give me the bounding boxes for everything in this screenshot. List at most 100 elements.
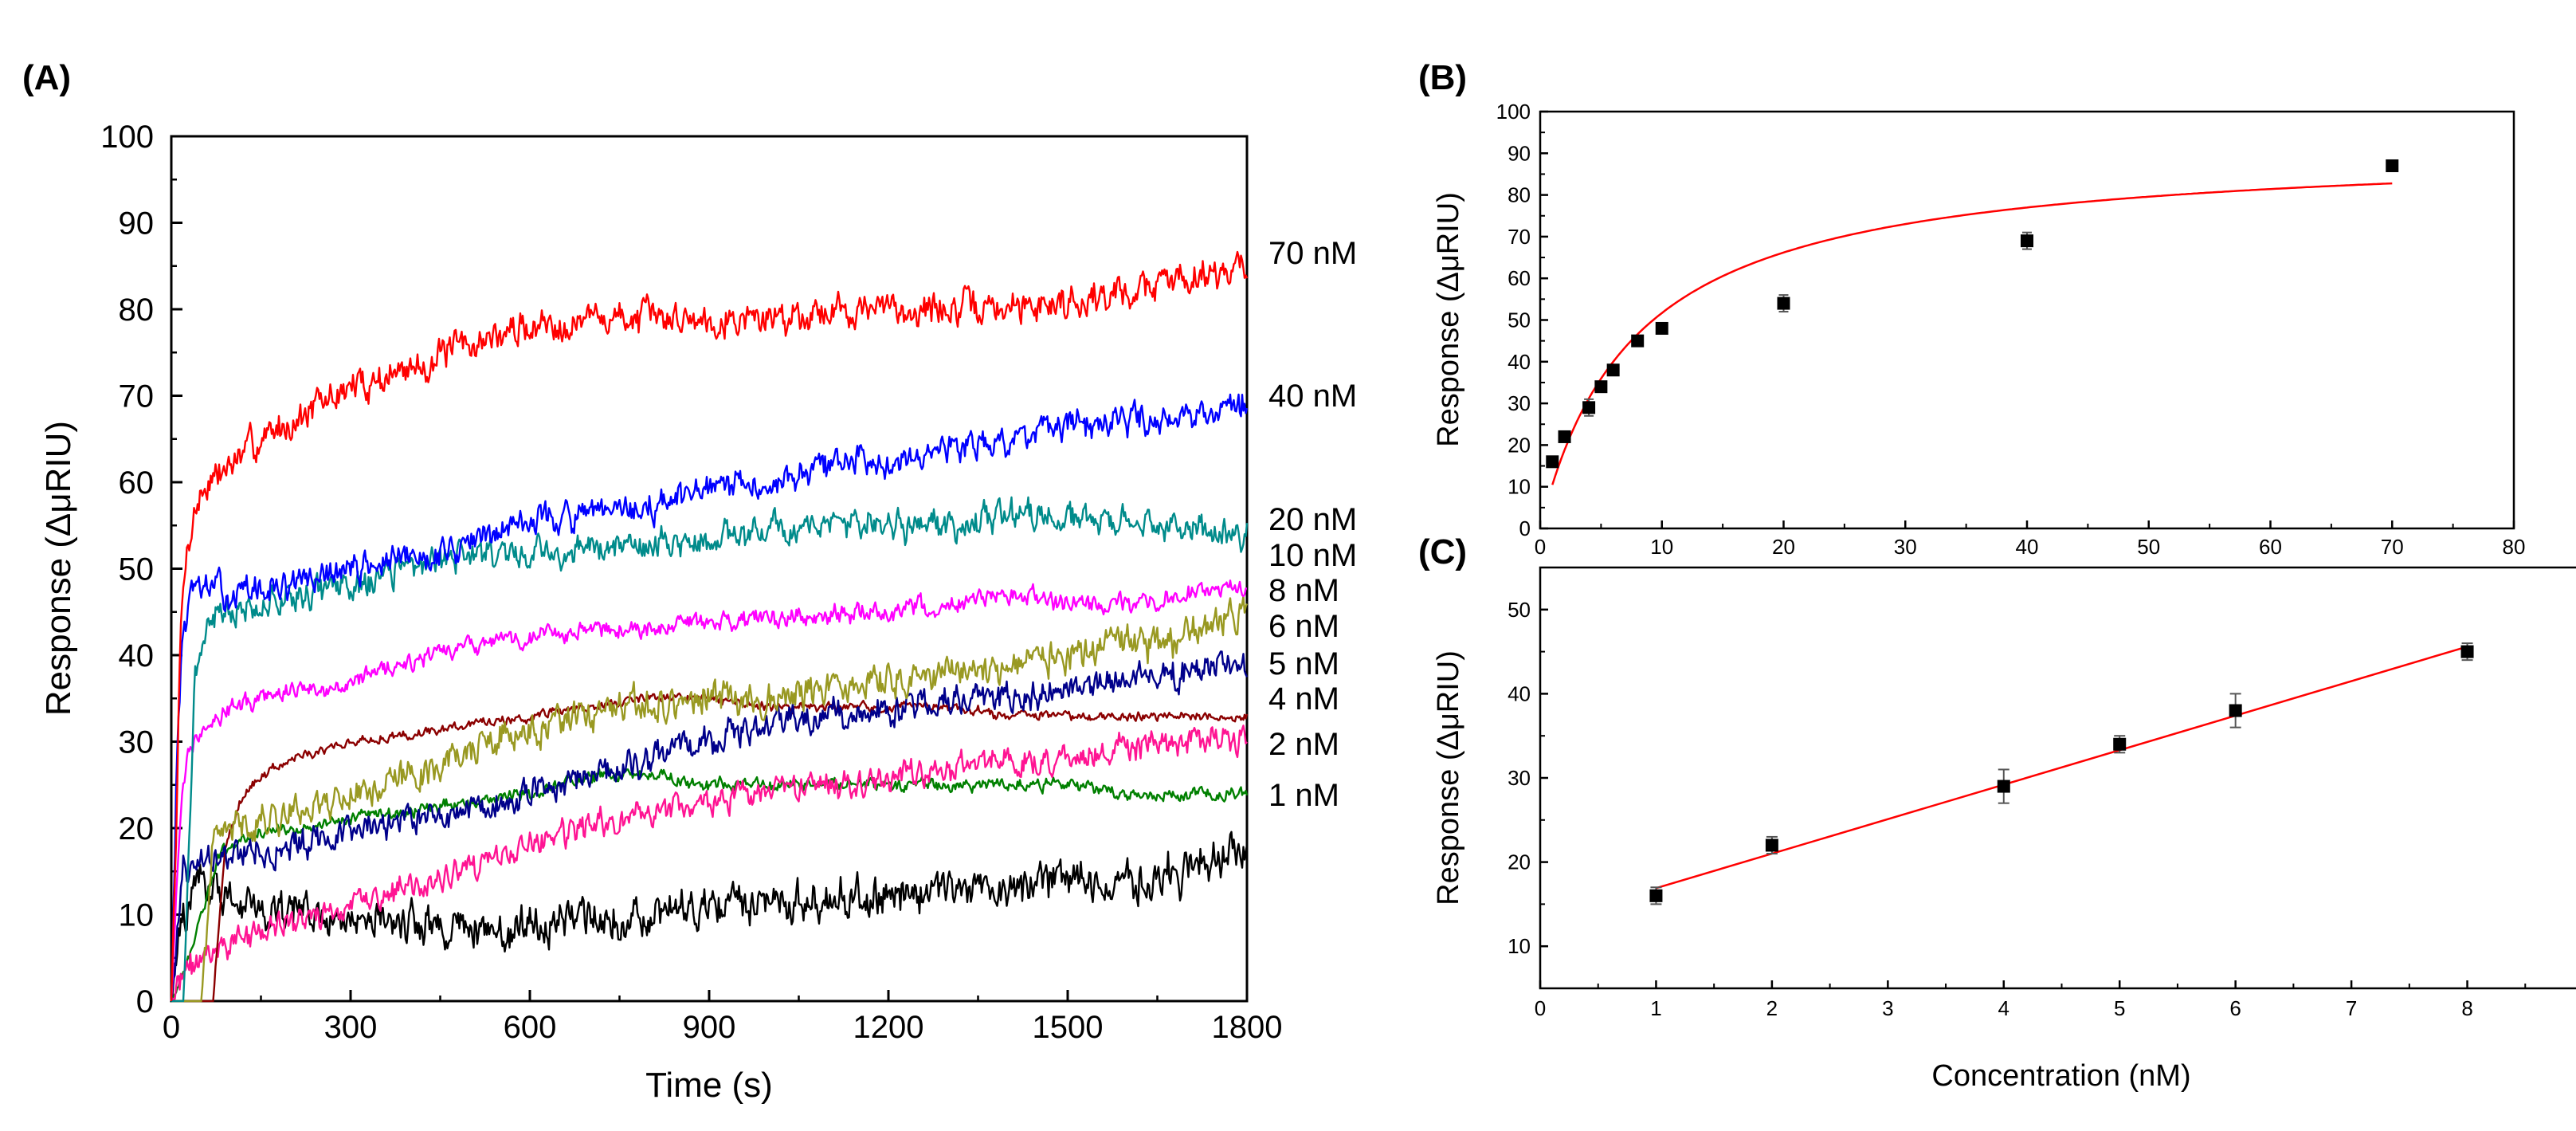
panel-a-series-10-nm (170, 579, 1248, 1002)
panel-b-y-tick-label: 40 (1508, 350, 1531, 374)
panel-a-series-label: 8 nM (1268, 573, 1339, 608)
panel-c-x-tick-label: 4 (1998, 996, 2009, 1020)
panel-c-data-point (2113, 737, 2127, 751)
panel-a-series-4-nm (170, 725, 1248, 1002)
panel-a-y-tick-label: 0 (136, 984, 154, 1019)
panel-c-x-tick-label: 0 (1535, 996, 1546, 1020)
panel-b-y-tick-label: 10 (1508, 475, 1531, 499)
panel-a-x-tick-label: 300 (324, 1010, 378, 1045)
panel-b-data-point (1606, 363, 1620, 377)
panel-c-x-tick-label: 3 (1882, 996, 1893, 1020)
panel-c-data-point (1765, 838, 1778, 852)
panel-label-c: (C) (1418, 532, 1467, 571)
panel-a-chart: 0 300 600 900 1200 1500 1800 0 10 20 30 40 50 60 70 80 9… (39, 120, 1357, 1105)
panel-b-y-tick-label: 20 (1508, 433, 1531, 457)
panel-c-chart: 01234567891020304050 Concentration (nM) … (1432, 566, 2576, 1093)
panel-b-x-tick-label: 40 (2016, 535, 2039, 559)
panel-b-x-tick-label: 0 (1535, 535, 1546, 559)
panel-a-y-tick-label: 80 (119, 293, 155, 328)
panel-b-fit-curve (1551, 182, 2393, 485)
panel-b-x-tick-label: 50 (2137, 535, 2160, 559)
panel-a-series-label: 5 nM (1268, 646, 1339, 681)
panel-a-series-2-nm (170, 767, 1249, 1002)
panel-a-x-tick-label: 1800 (1212, 1010, 1283, 1045)
panel-b-data-point (1594, 380, 1608, 394)
panel-c-data-point (1997, 780, 2010, 793)
panel-b-y-tick-label: 100 (1496, 100, 1531, 124)
panel-b-data-point (2021, 234, 2033, 248)
panel-a-y-tick-label: 20 (119, 811, 155, 846)
panel-c-y-tick-label: 20 (1508, 850, 1531, 874)
panel-a-series-40-nm (170, 393, 1249, 1002)
panel-b-y-tick-label: 30 (1508, 391, 1531, 415)
panel-a-y-tick-label: 100 (100, 120, 154, 155)
panel-a-series-20-nm (171, 496, 1249, 1003)
panel-a-series-label: 2 nM (1268, 727, 1339, 762)
panel-a-y-tick-label: 90 (119, 206, 155, 242)
panel-a-y-tick-label: 40 (119, 638, 155, 673)
panel-b-x-tick-label: 60 (2259, 535, 2282, 559)
panel-a-series-1-nm (170, 831, 1249, 1002)
panel-b-y-tick-label: 60 (1508, 266, 1531, 290)
panel-a-x-tick-label: 900 (683, 1010, 736, 1045)
panel-c-data-point (2229, 704, 2242, 717)
panel-c-x-tick-label: 6 (2229, 996, 2241, 1020)
panel-b-x-tick-label: 70 (2381, 535, 2404, 559)
panel-b-data-point (1777, 296, 1790, 310)
panel-b-data-point (1655, 321, 1668, 335)
panel-a-series-label: 1 nM (1268, 778, 1339, 813)
panel-a-x-tick-label: 0 (163, 1010, 180, 1045)
panel-a-series-70-nm (170, 250, 1249, 1002)
panel-a-y-tick-label: 30 (119, 725, 155, 760)
panel-a-series-label: 4 nM (1268, 681, 1339, 717)
panel-c-x-tick-label: 5 (2114, 996, 2125, 1020)
panel-label-b: (B) (1418, 58, 1467, 97)
panel-a-x-tick-label: 1200 (853, 1010, 924, 1045)
panel-b-y-tick-label: 80 (1508, 183, 1531, 207)
panel-c-x-tick-label: 8 (2461, 996, 2472, 1020)
panel-c-y-tick-label: 30 (1508, 766, 1531, 790)
panel-c-y-axis-title: Response (ΔμRIU) (1432, 650, 1465, 905)
panel-a-y-tick-label: 10 (119, 898, 155, 933)
panel-a-series-8-nm (171, 595, 1249, 1003)
panel-c-data-point (2460, 645, 2474, 658)
panel-c-y-tick-label: 10 (1508, 934, 1531, 958)
panel-c-y-tick-label: 40 (1508, 681, 1531, 705)
panel-b-x-tick-label: 20 (1772, 535, 1795, 559)
panel-a-series-label: 10 nM (1268, 538, 1357, 573)
panel-c-data-point (1649, 889, 1663, 902)
panel-b-data-point (1582, 401, 1596, 414)
panel-c-x-tick-label: 1 (1650, 996, 1661, 1020)
panel-b-y-axis-title: Response (ΔμRIU) (1432, 192, 1465, 447)
panel-c-fit-line (1656, 646, 2468, 889)
panel-a-y-tick-label: 50 (119, 552, 155, 587)
panel-a-series-label: 70 nM (1268, 236, 1357, 271)
panel-b-data-point (1546, 455, 1559, 469)
panel-a-x-axis-title: Time (s) (645, 1066, 773, 1105)
panel-a-series-6-nm (170, 650, 1249, 1002)
panel-a-series-label: 40 nM (1268, 379, 1357, 414)
panel-a-x-tick-label: 600 (504, 1010, 557, 1045)
panel-c-x-tick-label: 7 (2346, 996, 2357, 1020)
panel-c-x-tick-label: 2 (1766, 996, 1778, 1020)
panel-label-a: (A) (22, 58, 71, 97)
panel-b-y-tick-label: 0 (1519, 516, 1531, 540)
panel-a-y-tick-label: 60 (119, 465, 155, 501)
panel-b-y-tick-label: 90 (1508, 141, 1531, 165)
panel-b-x-tick-label: 10 (1650, 535, 1673, 559)
panel-b-data-point (1558, 430, 1571, 443)
panel-a-x-tick-label: 1500 (1033, 1010, 1104, 1045)
panel-b-data-point (1631, 334, 1645, 348)
panel-c-y-tick-label: 50 (1508, 598, 1531, 622)
panel-b-y-tick-label: 50 (1508, 308, 1531, 332)
panel-b-x-tick-label: 30 (1894, 535, 1917, 559)
panel-b-data-point (2386, 159, 2399, 172)
panel-a-y-tick-label: 70 (119, 379, 155, 414)
panel-b-x-tick-label: 80 (2503, 535, 2526, 559)
panel-c-x-axis-title: Concentration (nM) (1931, 1059, 2190, 1093)
panel-a-series-label: 20 nM (1268, 502, 1357, 537)
panel-a-series-label: 6 nM (1268, 609, 1339, 644)
panel-b-y-tick-label: 70 (1508, 225, 1531, 249)
panel-a-y-axis-title: Response (ΔμRIU) (39, 421, 78, 716)
